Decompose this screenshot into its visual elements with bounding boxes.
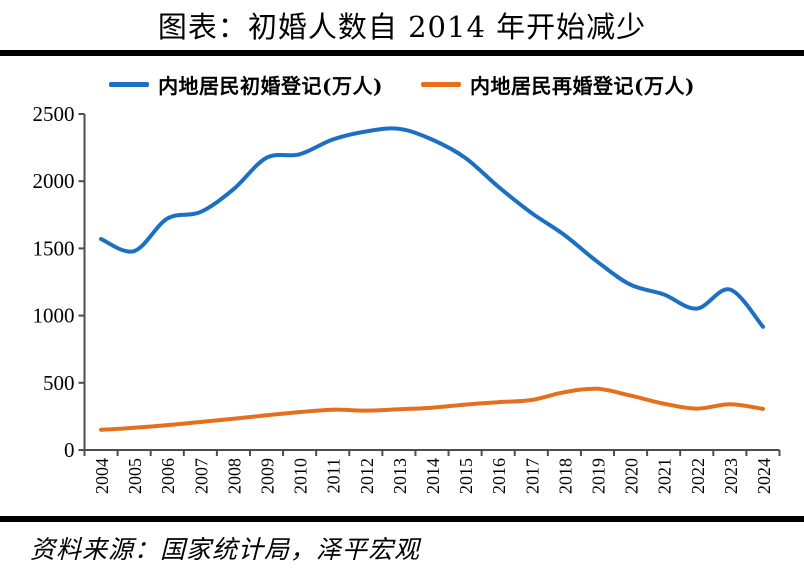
legend-item-remarriage: 内地居民再婚登记(万人) xyxy=(421,70,695,99)
x-tick-label: 2005 xyxy=(125,458,145,494)
x-tick-label: 2004 xyxy=(92,458,112,494)
x-tick-label: 2021 xyxy=(655,458,675,494)
x-tick-label: 2009 xyxy=(258,458,278,494)
chart-area: 内地居民初婚登记(万人) 内地居民再婚登记(万人) 0 500 1000 1500 20… xyxy=(0,56,804,516)
line-chart-canvas: 0 500 1000 1500 2000 2500 2004 2005 2006 2007 2008… xyxy=(33,102,781,494)
first-marriage-line xyxy=(99,126,765,329)
x-tick-label: 2023 xyxy=(721,458,741,494)
x-tick-label: 2017 xyxy=(522,458,542,494)
legend-item-first-marriage: 内地居民初婚登记(万人) xyxy=(109,70,383,99)
chart-title: 图表：初婚人数自 2014 年开始减少 xyxy=(157,10,647,44)
chart-legend: 内地居民初婚登记(万人) 内地居民再婚登记(万人) xyxy=(0,70,804,99)
x-tick-label: 2016 xyxy=(489,458,509,494)
x-tick-label: 2006 xyxy=(158,458,178,494)
first-marriage-line-swatch xyxy=(109,82,150,87)
legend-label-remarriage: 内地居民再婚登记(万人) xyxy=(470,74,695,98)
bottom-divider-rule xyxy=(0,516,804,522)
x-tick-label: 2019 xyxy=(589,458,609,494)
x-tick-label: 2022 xyxy=(688,458,708,494)
y-tick-label: 500 xyxy=(43,371,75,395)
top-divider-rule xyxy=(0,50,804,56)
x-tick-label: 2013 xyxy=(390,458,410,494)
x-tick-label: 2007 xyxy=(191,458,211,494)
x-tick-label: 2014 xyxy=(423,458,443,494)
y-tick-label: 2500 xyxy=(33,102,75,126)
x-tick-label: 2012 xyxy=(357,458,377,494)
legend-label-first-marriage: 内地居民初婚登记(万人) xyxy=(158,74,383,98)
x-tick-label: 2010 xyxy=(291,458,311,494)
x-tick-label: 2015 xyxy=(456,458,476,494)
y-tick-label: 0 xyxy=(64,438,75,462)
remarriage-line xyxy=(99,386,765,432)
axes: 0 500 1000 1500 2000 2500 2004 2005 2006 2007 2008… xyxy=(33,102,781,494)
y-tick-label: 1000 xyxy=(33,304,75,328)
y-tick-label: 2000 xyxy=(33,169,75,193)
x-tick-label: 2011 xyxy=(324,458,344,493)
remarriage-line-swatch xyxy=(421,82,461,87)
y-tick-label: 1500 xyxy=(33,236,75,260)
x-tick-label: 2018 xyxy=(555,458,575,494)
x-tick-label: 2008 xyxy=(224,458,244,494)
x-tick-label: 2020 xyxy=(622,458,642,494)
x-tick-label: 2024 xyxy=(754,458,774,494)
source-note: 资料来源：国家统计局，泽平宏观 xyxy=(30,535,421,564)
